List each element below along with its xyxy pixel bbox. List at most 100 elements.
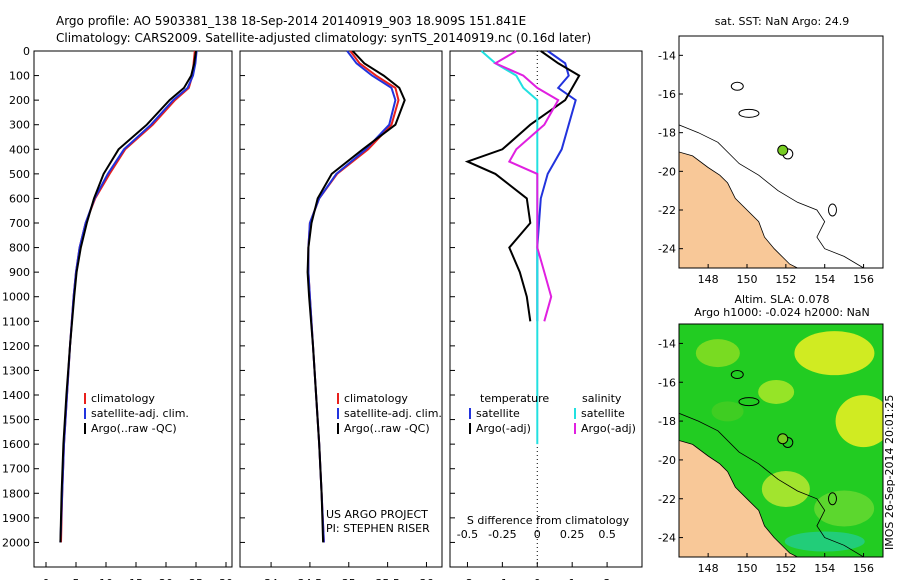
temperature-x-tick-label: 15 xyxy=(129,577,143,580)
sst-map-lon-label: 154 xyxy=(814,273,835,286)
depth-tick-label: 1500 xyxy=(2,414,30,427)
sla-map-sla-blob xyxy=(835,395,883,448)
temperature-x-tick-label: 25 xyxy=(189,577,203,580)
imos-stamp: IMOS 26-Sep-2014 20:01:25 xyxy=(883,395,896,550)
temperature-series-0 xyxy=(60,50,196,543)
sla-map-reef xyxy=(738,397,760,407)
sst-map-float-marker xyxy=(777,144,789,156)
sst-map-lat-label: -20 xyxy=(658,165,676,178)
difference-legend-title-right: salinity xyxy=(582,392,622,405)
sla-map-lat-label: -14 xyxy=(658,337,676,350)
sla-map-land xyxy=(679,440,798,557)
sst-map-lat-label: -18 xyxy=(658,127,676,140)
sst-map-lat-label: -14 xyxy=(658,49,676,62)
sla-map-lat-label: -24 xyxy=(658,532,676,545)
salinity-series-2 xyxy=(306,50,406,543)
sla-map-sla-blob xyxy=(695,339,740,368)
difference-series-1 xyxy=(464,50,581,322)
difference-t-tick-label: 2 xyxy=(604,577,611,580)
depth-tick-label: 1100 xyxy=(2,315,30,328)
temperature-series-2 xyxy=(59,50,197,543)
difference-series-2 xyxy=(480,50,539,322)
temperature-panel: 0100200300400500600700800900100011001200… xyxy=(2,45,233,580)
sla-map-lat-label: -18 xyxy=(658,415,676,428)
salinity-x-tick-label: 36 xyxy=(419,577,433,580)
difference-legend-t-sat-label: satellite xyxy=(476,407,520,420)
sla-map-content xyxy=(679,324,883,557)
sla-map-lon-label: 148 xyxy=(698,562,719,575)
sst-map-content xyxy=(679,36,883,268)
sla-map-sla-blob xyxy=(711,401,744,422)
sst-map-lon-label: 152 xyxy=(775,273,796,286)
difference-s-tick-label: 0.5 xyxy=(598,528,616,541)
temperature-x-tick-label: 0 xyxy=(43,577,50,580)
difference-legend-t-argo-label: Argo(-adj) xyxy=(476,422,531,435)
difference-panel: -2-1012T difference from climatology-0.5… xyxy=(449,50,643,580)
difference-t-tick-label: 1 xyxy=(569,577,576,580)
salinity-axes-frame xyxy=(239,50,443,568)
sla-map-title-2: Argo h1000: -0.024 h2000: NaN xyxy=(694,306,870,319)
salinity-series-1 xyxy=(307,50,397,543)
sla-map-isobath xyxy=(679,412,864,557)
depth-tick-label: 800 xyxy=(9,242,30,255)
sst-map-land xyxy=(679,151,798,268)
depth-tick-label: 1800 xyxy=(2,487,30,500)
sla-map-reef xyxy=(730,369,744,379)
sst-map-isobath xyxy=(679,124,864,268)
difference-t-tick-label: -2 xyxy=(462,577,473,580)
depth-tick-label: 1700 xyxy=(2,463,30,476)
sst-map-lon-label: 150 xyxy=(737,273,758,286)
salinity-panel: 3434.53535.536salinityclimatologysatelli… xyxy=(239,50,443,580)
difference-t-tick-label: 0 xyxy=(534,577,541,580)
depth-tick-label: 900 xyxy=(9,266,30,279)
salinity-x-tick-label: 35.5 xyxy=(375,577,400,580)
depth-tick-label: 1900 xyxy=(2,512,30,525)
sst-map-lat-label: -22 xyxy=(658,204,676,217)
sst-map-reef xyxy=(730,81,744,91)
difference-s-tick-label: -0.5 xyxy=(457,528,478,541)
sla-map-sla-blob xyxy=(794,331,875,376)
sst-map-reef xyxy=(827,203,837,217)
depth-tick-label: 100 xyxy=(9,70,30,83)
sst-map-lon-label: 148 xyxy=(698,273,719,286)
depth-tick-label: 500 xyxy=(9,168,30,181)
difference-t-tick-label: -1 xyxy=(497,577,508,580)
salinity-legend-2-label: Argo(..raw -QC) xyxy=(344,422,430,435)
temperature-x-tick-label: 20 xyxy=(159,577,173,580)
temperature-x-tick-label: 10 xyxy=(99,577,113,580)
depth-tick-label: 300 xyxy=(9,119,30,132)
salinity-legend-1-label: satellite-adj. clim. xyxy=(344,407,442,420)
difference-legend-title-left: temperature xyxy=(480,392,549,405)
difference-xlabel-top: S difference from climatology xyxy=(467,514,630,527)
temperature-legend-1-label: satellite-adj. clim. xyxy=(91,407,189,420)
sla-map-float-marker xyxy=(777,433,789,445)
sst-map-lon-label: 156 xyxy=(853,273,874,286)
depth-tick-label: 400 xyxy=(9,143,30,156)
depth-tick-label: 0 xyxy=(23,45,30,58)
difference-series-3 xyxy=(493,50,560,322)
sst-map-panel: sat. SST: NaN Argo: 24.9 -14 -16 -18 -20 -22 -… xyxy=(658,15,884,286)
depth-tick-label: 200 xyxy=(9,94,30,107)
salinity-x-tick-label: 34.5 xyxy=(298,577,323,580)
depth-tick-label: 700 xyxy=(9,217,30,230)
difference-s-tick-label: -0.25 xyxy=(488,528,516,541)
sla-map-sla-blob xyxy=(758,379,795,404)
temperature-legend-0-label: climatology xyxy=(91,392,155,405)
sst-map-lat-label: -24 xyxy=(658,243,676,256)
depth-tick-label: 600 xyxy=(9,192,30,205)
temperature-x-tick-label: 30 xyxy=(219,577,233,580)
salinity-x-tick-label: 34 xyxy=(264,577,278,580)
depth-tick-label: 1000 xyxy=(2,291,30,304)
depth-tick-label: 1200 xyxy=(2,340,30,353)
sla-map-reef xyxy=(827,492,837,506)
salinity-x-tick-label: 35 xyxy=(342,577,356,580)
salinity-series-0 xyxy=(307,50,400,543)
sla-map-lon-label: 152 xyxy=(775,562,796,575)
temperature-axes-frame xyxy=(33,50,233,568)
sst-map-lat-label: -16 xyxy=(658,88,676,101)
header-line-1: Argo profile: AO 5903381_138 18-Sep-2014… xyxy=(56,14,526,28)
depth-tick-label: 1400 xyxy=(2,389,30,402)
sla-map-lon-label: 156 xyxy=(853,562,874,575)
